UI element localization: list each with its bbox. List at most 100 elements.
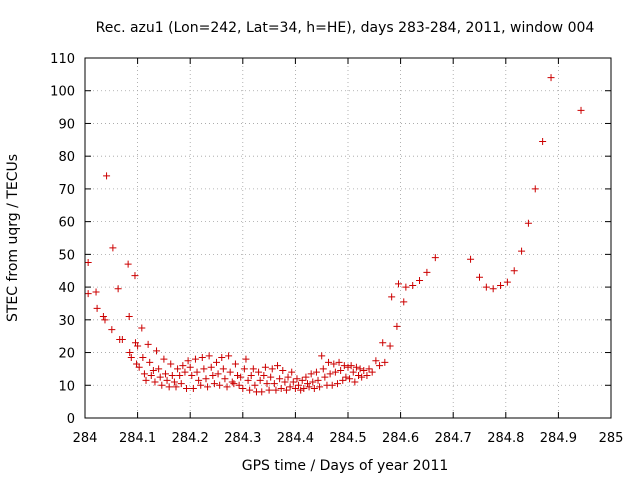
data-point-marker xyxy=(314,376,322,384)
data-point-marker xyxy=(249,365,257,373)
data-point-marker xyxy=(168,371,176,379)
data-point-marker xyxy=(267,373,275,381)
data-point-marker xyxy=(139,353,147,361)
data-point-marker xyxy=(183,385,191,393)
data-point-marker xyxy=(547,74,555,82)
y-tick-label: 0 xyxy=(67,412,75,427)
data-point-marker xyxy=(577,106,585,114)
data-point-marker xyxy=(147,371,155,379)
data-point-marker xyxy=(330,360,338,368)
data-point-marker xyxy=(247,371,255,379)
data-point-marker xyxy=(279,367,287,375)
data-point-marker xyxy=(293,375,301,383)
data-point-marker xyxy=(218,353,226,361)
data-point-marker xyxy=(234,371,242,379)
data-point-marker xyxy=(138,324,146,332)
data-point-marker xyxy=(191,355,199,363)
y-tick-label: 10 xyxy=(58,379,75,394)
data-point-marker xyxy=(186,363,194,371)
data-point-marker xyxy=(363,371,371,379)
data-point-marker xyxy=(260,371,268,379)
data-point-marker xyxy=(286,383,294,391)
data-point-marker xyxy=(256,376,264,384)
y-tick-label: 20 xyxy=(58,347,75,362)
data-point-marker xyxy=(231,360,239,368)
data-point-marker xyxy=(297,386,305,394)
data-point-marker xyxy=(197,381,205,389)
grid-lines xyxy=(85,58,611,418)
data-point-marker xyxy=(198,353,206,361)
y-tick-label: 60 xyxy=(58,216,75,231)
data-point-marker xyxy=(134,342,142,350)
data-point-marker xyxy=(335,358,343,366)
data-point-marker xyxy=(214,370,222,378)
data-point-marker xyxy=(125,313,133,321)
data-point-marker xyxy=(356,365,364,373)
data-point-marker xyxy=(108,326,116,334)
data-point-marker xyxy=(282,386,290,394)
data-point-marker xyxy=(312,368,320,376)
data-point-marker xyxy=(188,371,196,379)
data-point-marker xyxy=(355,371,363,379)
x-tick-label: 284.2 xyxy=(172,431,209,446)
y-tick-label: 40 xyxy=(58,281,75,296)
data-point-marker xyxy=(309,378,317,386)
data-point-marker xyxy=(386,342,394,350)
data-point-marker xyxy=(291,385,299,393)
y-tick-label: 100 xyxy=(50,85,75,100)
y-tick-label: 70 xyxy=(58,183,75,198)
data-point-marker xyxy=(360,367,368,375)
data-point-marker xyxy=(388,293,396,301)
data-point-marker xyxy=(298,376,306,384)
data-point-marker xyxy=(237,373,245,381)
data-point-marker xyxy=(160,355,168,363)
data-point-marker xyxy=(326,370,334,378)
data-point-marker xyxy=(84,259,92,267)
data-point-marker xyxy=(221,375,229,383)
data-point-marker xyxy=(346,375,354,383)
data-point-marker xyxy=(394,280,402,288)
data-point-marker xyxy=(333,380,341,388)
data-point-marker xyxy=(124,260,132,268)
data-point-marker xyxy=(126,349,134,357)
data-point-marker xyxy=(219,365,227,373)
data-point-marker xyxy=(482,283,490,291)
data-point-marker xyxy=(265,386,273,394)
x-axis-label: GPS time / Days of year 2011 xyxy=(242,458,449,474)
x-tick-label: 284.6 xyxy=(382,431,419,446)
data-point-marker xyxy=(497,281,505,289)
data-point-marker xyxy=(246,386,254,394)
x-tick-label: 284.4 xyxy=(277,431,314,446)
data-point-marker xyxy=(210,380,218,388)
data-point-marker xyxy=(272,386,280,394)
data-point-marker xyxy=(204,383,212,391)
data-point-marker xyxy=(165,383,173,391)
data-point-marker xyxy=(127,353,135,361)
data-point-marker xyxy=(340,362,348,370)
y-tick-label: 30 xyxy=(58,314,75,329)
data-point-marker xyxy=(400,298,408,306)
data-points xyxy=(84,74,585,396)
data-point-marker xyxy=(163,376,171,384)
data-point-marker xyxy=(135,363,143,371)
data-point-marker xyxy=(524,219,532,227)
data-point-marker xyxy=(319,365,327,373)
data-point-marker xyxy=(142,376,150,384)
plot-frame xyxy=(84,57,612,419)
data-point-marker xyxy=(140,370,148,378)
data-point-marker xyxy=(305,383,313,391)
data-point-marker xyxy=(431,254,439,262)
y-tick-label: 90 xyxy=(58,117,75,132)
data-point-marker xyxy=(101,316,109,324)
data-point-marker xyxy=(303,380,311,388)
data-point-marker xyxy=(372,357,380,365)
y-tick-label: 80 xyxy=(58,150,75,165)
data-point-marker xyxy=(261,363,269,371)
data-point-marker xyxy=(351,378,359,386)
data-point-marker xyxy=(255,368,263,376)
data-point-marker xyxy=(393,322,401,330)
data-point-marker xyxy=(103,172,111,180)
data-point-marker xyxy=(276,375,284,383)
data-point-marker xyxy=(270,380,278,388)
data-point-marker xyxy=(184,357,192,365)
